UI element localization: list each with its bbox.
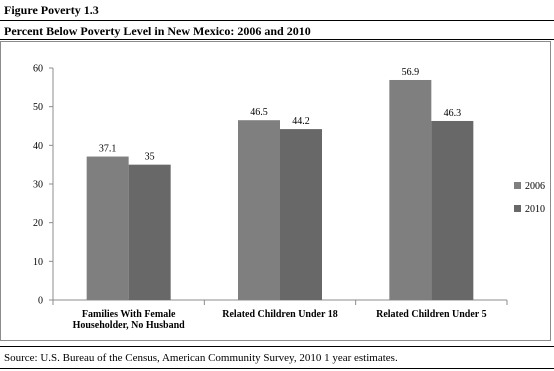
title-rule [0, 39, 554, 40]
bar-2006 [86, 156, 129, 300]
bar-chart: 0 10 20 30 40 50 60 37.1 35 Families With FemaleH… [33, 64, 545, 332]
data-label: 35 [145, 152, 155, 163]
y-tick-label: 10 [33, 257, 43, 268]
y-tick-label: 0 [38, 296, 43, 307]
data-label: 56.9 [402, 67, 420, 78]
y-tick-label: 40 [33, 141, 43, 152]
bar-2006 [389, 79, 432, 300]
legend-label: 2006 [525, 181, 545, 192]
y-tick-label: 60 [33, 64, 43, 75]
header-rule [0, 20, 554, 21]
data-label: 46.3 [444, 108, 462, 119]
y-tick-label: 50 [33, 102, 43, 113]
source-rule-bottom [0, 368, 554, 369]
y-tick-label: 30 [33, 180, 43, 191]
x-tick-label: Related Children Under 5 [376, 309, 486, 320]
x-tick-label: Related Children Under 18 [222, 309, 337, 320]
source-note: Source: U.S. Bureau of the Census, Ameri… [4, 352, 398, 364]
figure-label: Figure Poverty 1.3 [4, 3, 99, 17]
chart-title: Percent Below Poverty Level in New Mexic… [4, 24, 311, 38]
data-label: 46.5 [250, 107, 268, 118]
source-rule-top [0, 346, 554, 347]
x-tick-label: Families With Female [82, 309, 176, 320]
data-label: 37.1 [99, 144, 117, 155]
legend-swatch-2010 [514, 205, 521, 212]
y-tick-label: 20 [33, 218, 43, 229]
legend-swatch-2006 [514, 182, 521, 189]
data-label: 44.2 [292, 116, 310, 127]
bar-2010 [280, 129, 322, 300]
bar-2006 [238, 120, 280, 300]
chart-frame: 0 10 20 30 40 50 60 37.1 35 Families With Female H… [0, 41, 551, 341]
bar-2010 [431, 120, 474, 301]
x-tick-label: Householder, No Husband [73, 320, 186, 331]
bar-2010 [128, 164, 171, 300]
legend-label: 2010 [525, 204, 545, 215]
